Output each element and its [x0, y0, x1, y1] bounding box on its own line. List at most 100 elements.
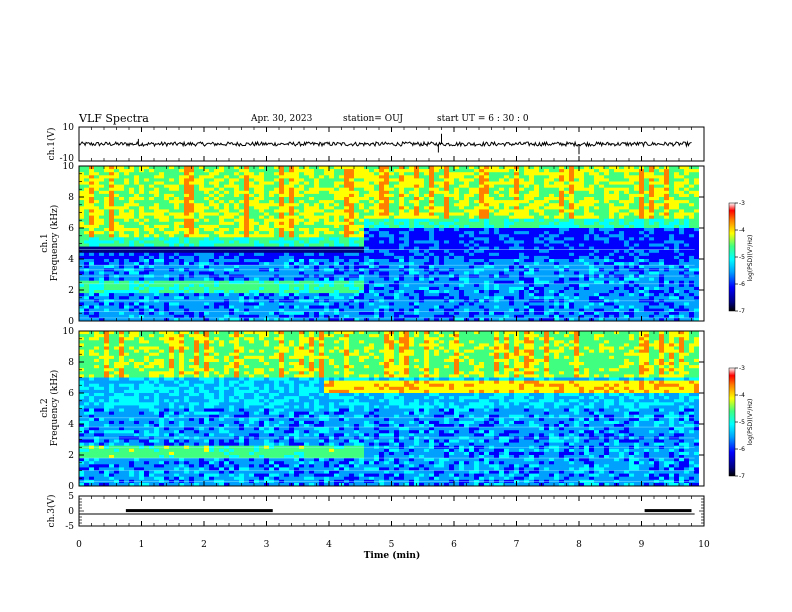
spec-cell — [299, 224, 305, 229]
spec-cell — [144, 308, 150, 313]
spec-cell — [144, 181, 150, 185]
spec-cell — [314, 283, 320, 288]
spec-cell — [559, 286, 565, 291]
spec-cell — [79, 240, 85, 244]
spec-cell — [499, 290, 505, 294]
spec-cell — [354, 240, 360, 244]
spec-cell — [264, 215, 270, 220]
spec-cell — [484, 215, 490, 220]
spec-cell — [484, 296, 490, 300]
spec-cell — [234, 234, 240, 238]
spec-cell — [504, 246, 510, 251]
spec-cell — [314, 302, 320, 306]
spec-cell — [329, 206, 335, 210]
spec-cell — [209, 193, 215, 198]
spec-cell — [414, 277, 420, 282]
spec-cell — [304, 255, 310, 260]
spec-cell — [329, 234, 335, 238]
spec-cell — [199, 200, 205, 204]
spec-cell — [434, 317, 440, 322]
spec-cell — [374, 221, 380, 226]
spec-cell — [274, 293, 280, 297]
spec-cell — [199, 277, 205, 282]
spec-cell — [324, 224, 330, 229]
spec-cell — [559, 187, 565, 192]
spec-cell — [504, 277, 510, 282]
spec-cell — [349, 293, 355, 297]
spec-cell — [94, 296, 100, 300]
spec-cell — [214, 290, 220, 294]
spec-cell — [104, 255, 110, 260]
spec-cell — [549, 234, 555, 238]
spec-cell — [544, 193, 550, 198]
spec-cell — [539, 302, 545, 306]
spec-cell — [144, 265, 150, 269]
spec-cell — [449, 286, 455, 291]
spec-cell — [174, 175, 180, 179]
spec-cell — [419, 231, 425, 235]
spec-cell — [284, 277, 290, 282]
spec-cell — [139, 224, 145, 229]
spec-cell — [464, 215, 470, 220]
spec-cell — [479, 184, 485, 189]
spec-cell — [309, 193, 315, 198]
spec-cell — [244, 206, 250, 210]
spec-cell — [464, 262, 470, 266]
spec-cell — [349, 181, 355, 185]
spec-cell — [109, 209, 115, 213]
spec-cell — [204, 218, 210, 223]
spec-cell — [84, 166, 90, 170]
spec-cell — [544, 293, 550, 297]
spec-cell — [79, 221, 85, 226]
spec-cell — [549, 290, 555, 294]
spec-cell — [194, 311, 200, 316]
spec-cell — [244, 286, 250, 291]
spec-cell — [229, 166, 235, 170]
spec-cell — [139, 240, 145, 244]
spec-cell — [159, 218, 165, 223]
spec-cell — [434, 259, 440, 263]
spec-cell — [569, 286, 575, 291]
spec-cell — [84, 255, 90, 260]
spec-cell — [414, 184, 420, 189]
spec-cell — [94, 271, 100, 275]
spec-cell — [259, 277, 265, 282]
spec-cell — [239, 296, 245, 300]
spec-cell — [279, 280, 285, 285]
spec-cell — [324, 200, 330, 204]
spec-cell — [424, 206, 430, 210]
spec-cell — [114, 246, 120, 251]
spec-cell — [109, 317, 115, 322]
spec-cell — [244, 221, 250, 226]
spec-cell — [269, 218, 275, 223]
spec-cell — [529, 240, 535, 244]
spec-cell — [239, 184, 245, 189]
spec-cell — [314, 311, 320, 316]
spec-cell — [479, 197, 485, 201]
spec-cell — [334, 305, 340, 309]
spec-cell — [389, 190, 395, 195]
spec-cell — [104, 240, 110, 244]
spec-cell — [199, 240, 205, 244]
spec-cell — [229, 252, 235, 257]
spec-cell — [289, 296, 295, 300]
spec-cell — [539, 187, 545, 192]
spec-cell — [244, 234, 250, 238]
spec-cell — [134, 166, 140, 170]
spec-cell — [219, 181, 225, 185]
spec-cell — [139, 283, 145, 288]
spec-cell — [384, 237, 390, 241]
spec-cell — [544, 218, 550, 223]
spec-cell — [464, 190, 470, 195]
spec-cell — [164, 305, 170, 309]
spec-cell — [449, 293, 455, 297]
spec-cell — [554, 169, 560, 173]
spec-cell — [374, 169, 380, 173]
spec-cell — [529, 280, 535, 285]
spec-cell — [179, 305, 185, 309]
spec-cell — [429, 187, 435, 192]
spec-cell — [554, 259, 560, 263]
spec-cell — [519, 311, 525, 316]
spec-cell — [129, 175, 135, 179]
spec-cell — [464, 237, 470, 241]
